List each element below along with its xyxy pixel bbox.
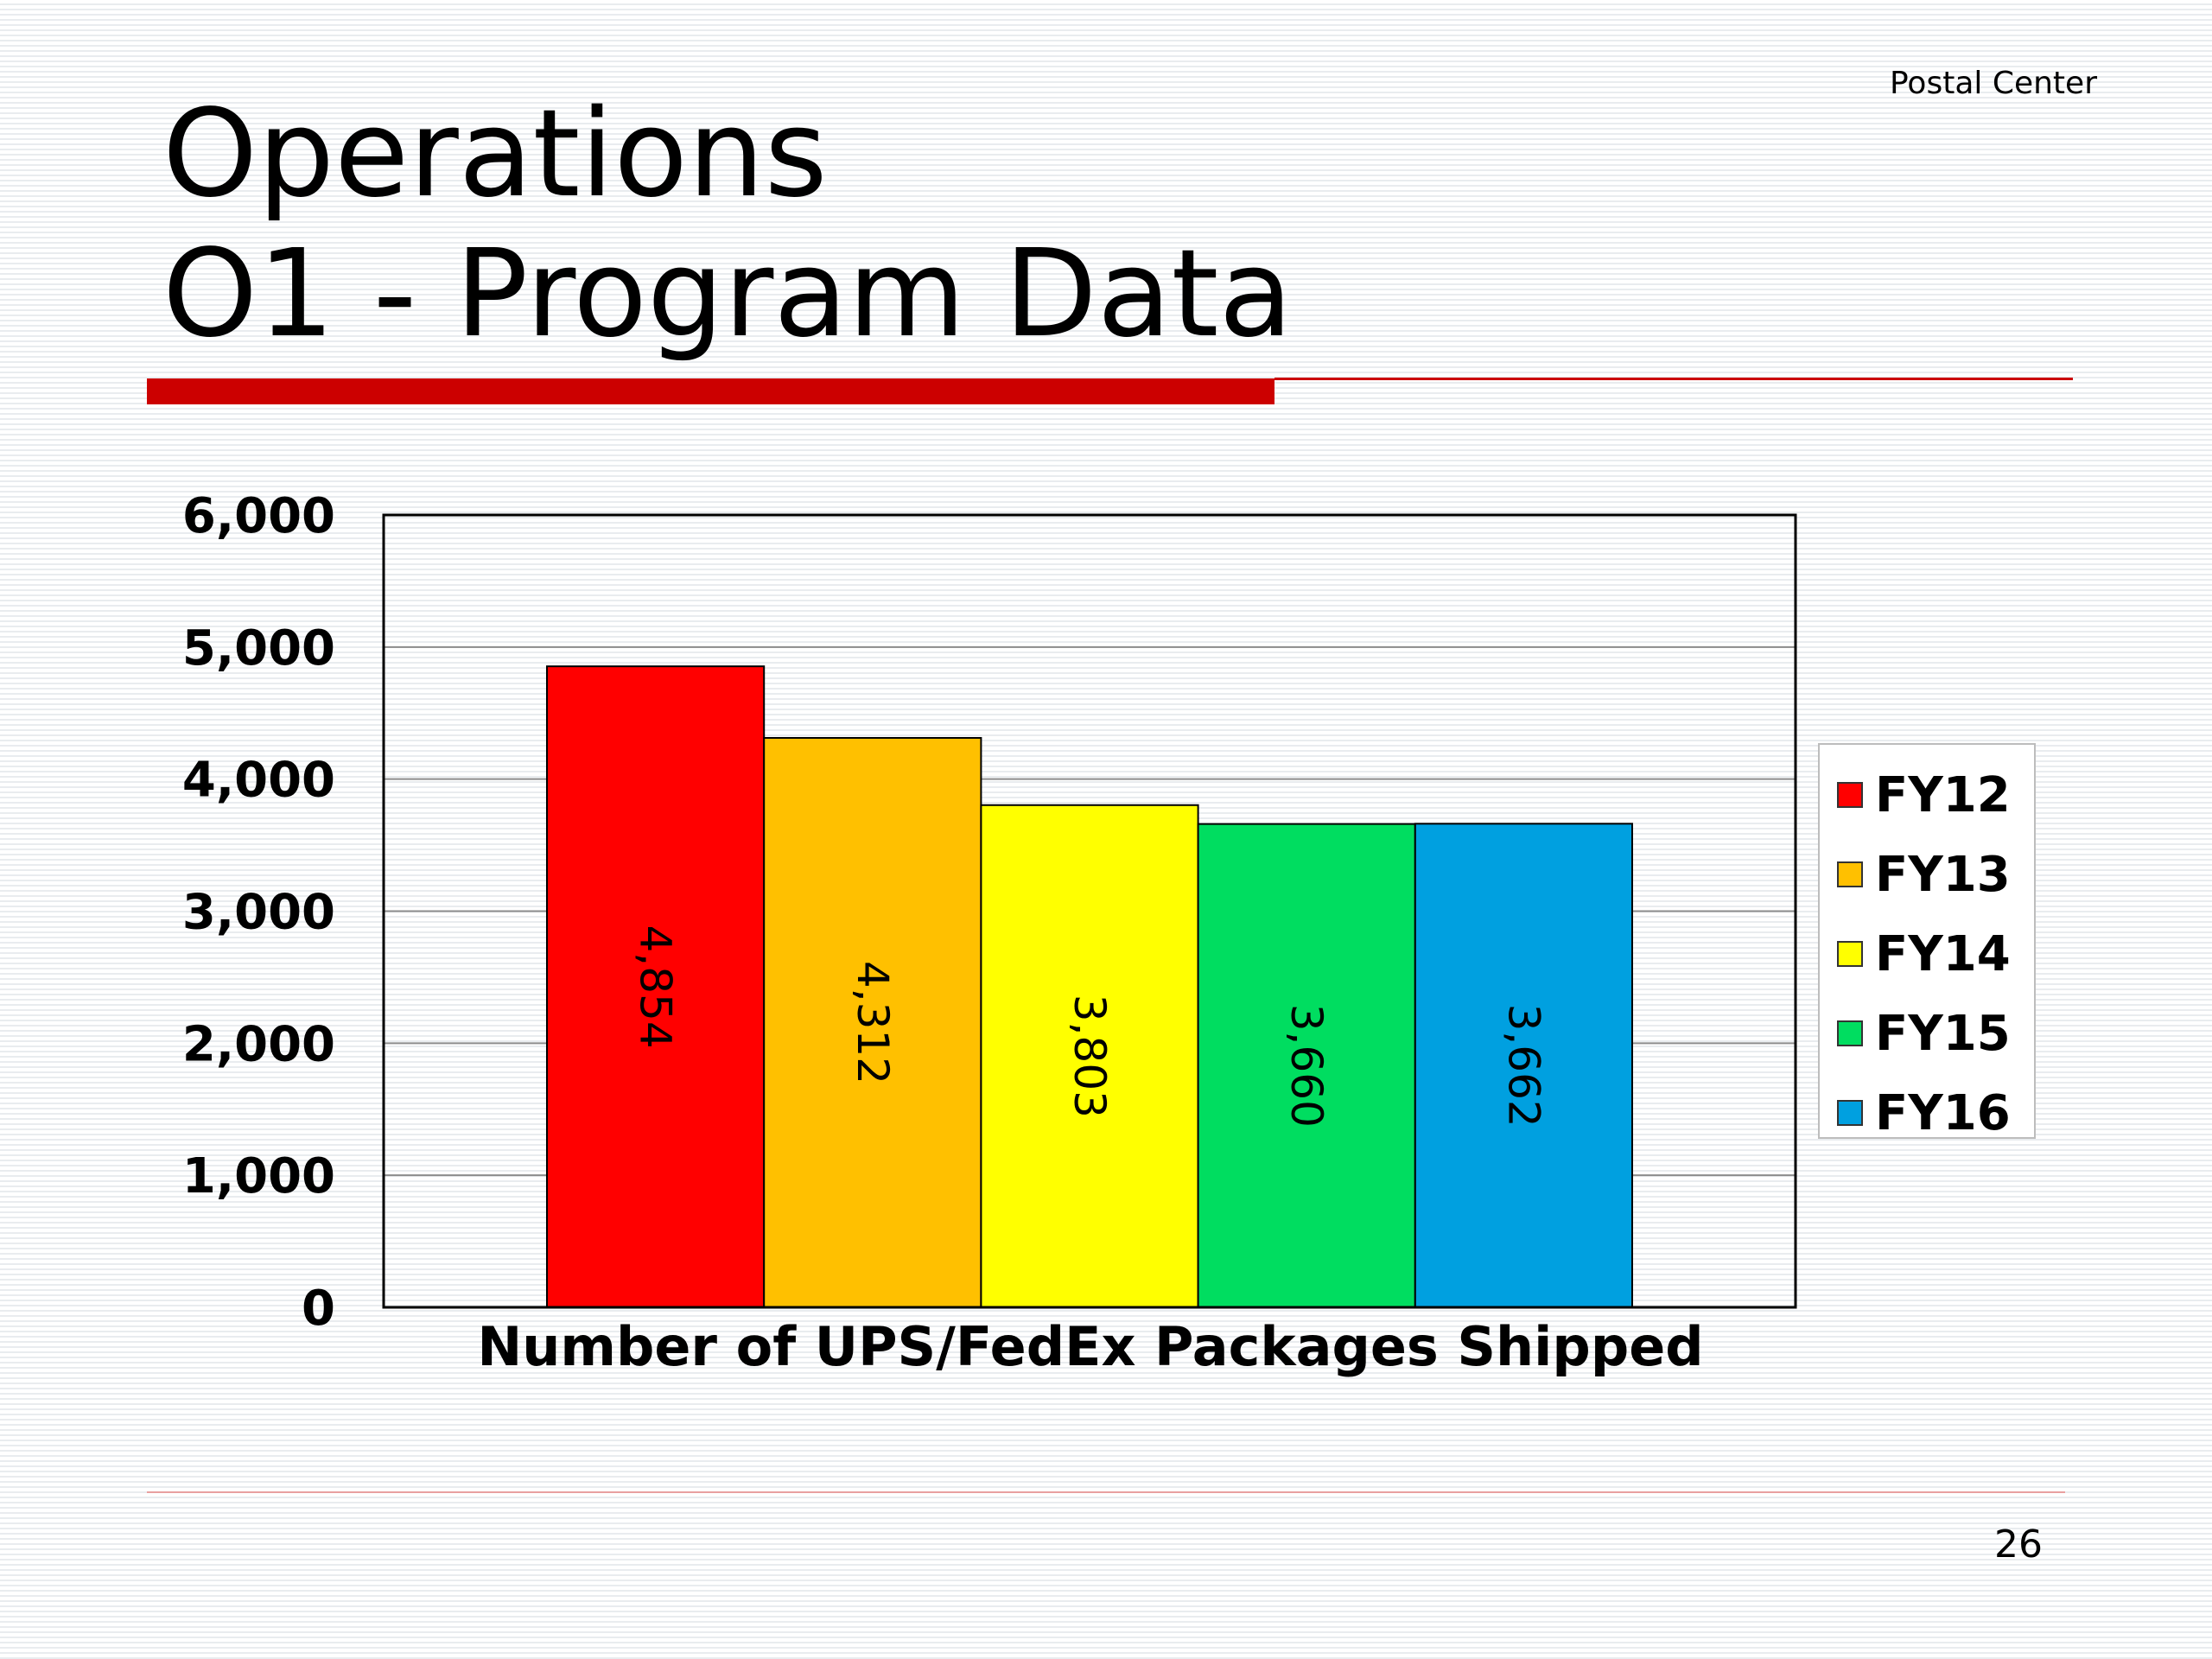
legend-item-fy13: FY13 (1837, 846, 2011, 903)
y-tick-label: 3,000 (182, 885, 335, 941)
title-line-2: O1 - Program Data (162, 224, 1294, 365)
page-number: 26 (1994, 1522, 2043, 1567)
legend-swatch (1837, 861, 1863, 887)
legend-label: FY13 (1875, 846, 2011, 903)
y-tick-label: 6,000 (182, 488, 335, 544)
legend-item-fy12: FY12 (1837, 766, 2011, 823)
y-tick-label: 4,000 (182, 753, 335, 809)
data-labels: 4,854 4,312 3,803 3,660 3,662 (631, 925, 1549, 1128)
y-tick-label: 5,000 (182, 620, 335, 677)
footer-rule (147, 1491, 2065, 1493)
bar-fy14 (980, 804, 1199, 1308)
plot-area-border (382, 513, 1797, 1309)
legend-swatch (1837, 1100, 1863, 1126)
legend-label: FY14 (1875, 925, 2011, 982)
y-axis-tick-labels: 0 1,000 2,000 3,000 4,000 5,000 6,000 (182, 488, 335, 1337)
title-line-1: Operations (162, 84, 828, 225)
bar-fy12 (546, 665, 766, 1308)
legend-swatch (1837, 782, 1863, 808)
legend-swatch (1837, 1020, 1863, 1046)
legend-label: FY15 (1875, 1005, 2011, 1062)
y-tick-label: 1,000 (182, 1148, 335, 1205)
data-label-fy12: 4,854 (631, 925, 681, 1049)
title-underline-thin (1274, 378, 2073, 380)
title-underline-thick (147, 378, 1274, 404)
data-label-fy16: 3,662 (1498, 1004, 1548, 1128)
legend-label: FY12 (1875, 766, 2011, 823)
data-label-fy15: 3,660 (1281, 1004, 1332, 1128)
legend-item-fy15: FY15 (1837, 1005, 2011, 1062)
y-tick-label: 0 (302, 1281, 335, 1337)
legend-item-fy16: FY16 (1837, 1084, 2011, 1141)
header-label: Postal Center (1890, 66, 2097, 101)
y-tick-label: 2,000 (182, 1016, 335, 1072)
legend-item-fy14: FY14 (1837, 925, 2011, 982)
data-label-fy14: 3,803 (1065, 995, 1115, 1118)
x-axis-label: Number of UPS/FedEx Packages Shipped (477, 1315, 1703, 1378)
slide-title: Operations O1 - Program Data (162, 85, 1293, 365)
chart-legend: FY12 FY13 FY14 FY15 FY16 (1818, 743, 2036, 1141)
bars (546, 665, 1634, 1308)
data-label-fy13: 4,312 (848, 961, 898, 1084)
bar-fy15 (1197, 823, 1416, 1308)
legend-label: FY16 (1875, 1084, 2011, 1141)
bar-fy13 (763, 736, 982, 1308)
legend-swatch (1837, 941, 1863, 967)
